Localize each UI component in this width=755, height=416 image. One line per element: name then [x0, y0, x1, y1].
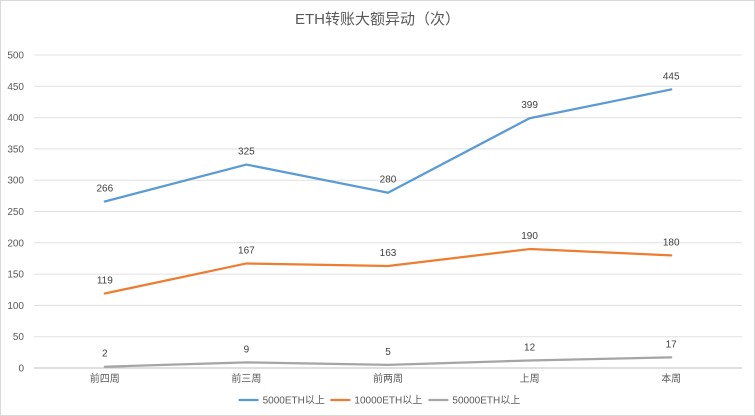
x-tick-label: 本周 [661, 372, 681, 385]
data-label: 167 [238, 245, 255, 256]
data-label: 399 [521, 100, 538, 111]
y-tick-label: 100 [7, 301, 24, 312]
y-tick-label: 300 [7, 176, 24, 187]
series-line-1 [103, 88, 673, 203]
y-tick-label: 200 [7, 238, 24, 249]
series-line-3 [103, 356, 673, 368]
y-tick-label: 350 [7, 144, 24, 155]
y-tick-label: 400 [7, 113, 24, 124]
data-label: 9 [244, 344, 250, 355]
data-label: 445 [663, 71, 680, 82]
data-label: 190 [521, 231, 538, 242]
legend-label-2: 10000ETH以上 [354, 395, 422, 407]
y-tick-label: 500 [7, 51, 24, 62]
x-tick-label: 前三周 [231, 372, 261, 385]
x-tick-label: 上周 [520, 373, 540, 385]
x-tick-label: 前两周 [373, 372, 403, 385]
data-label: 280 [380, 175, 397, 186]
data-label: 119 [97, 276, 113, 287]
data-label: 266 [96, 183, 113, 194]
y-tick-label: 150 [7, 270, 24, 281]
chart-title: ETH转账大额异动（次） [294, 11, 460, 28]
y-tick-label: 450 [7, 82, 24, 93]
data-label: 325 [238, 147, 255, 158]
y-tick-label: 250 [7, 207, 24, 218]
x-tick-label: 前四周 [90, 372, 120, 385]
data-label: 5 [385, 347, 391, 358]
y-tick-label: 50 [13, 332, 25, 343]
data-label: 180 [663, 237, 680, 248]
data-label: 17 [666, 339, 678, 350]
legend-label-3: 50000ETH以上 [452, 395, 520, 407]
y-tick-label: 0 [18, 364, 24, 375]
legend-label-1: 5000ETH以上 [263, 395, 325, 407]
data-label: 163 [380, 248, 397, 259]
data-label: 2 [102, 349, 108, 360]
data-label: 12 [524, 342, 536, 353]
series-line-2 [103, 247, 673, 295]
